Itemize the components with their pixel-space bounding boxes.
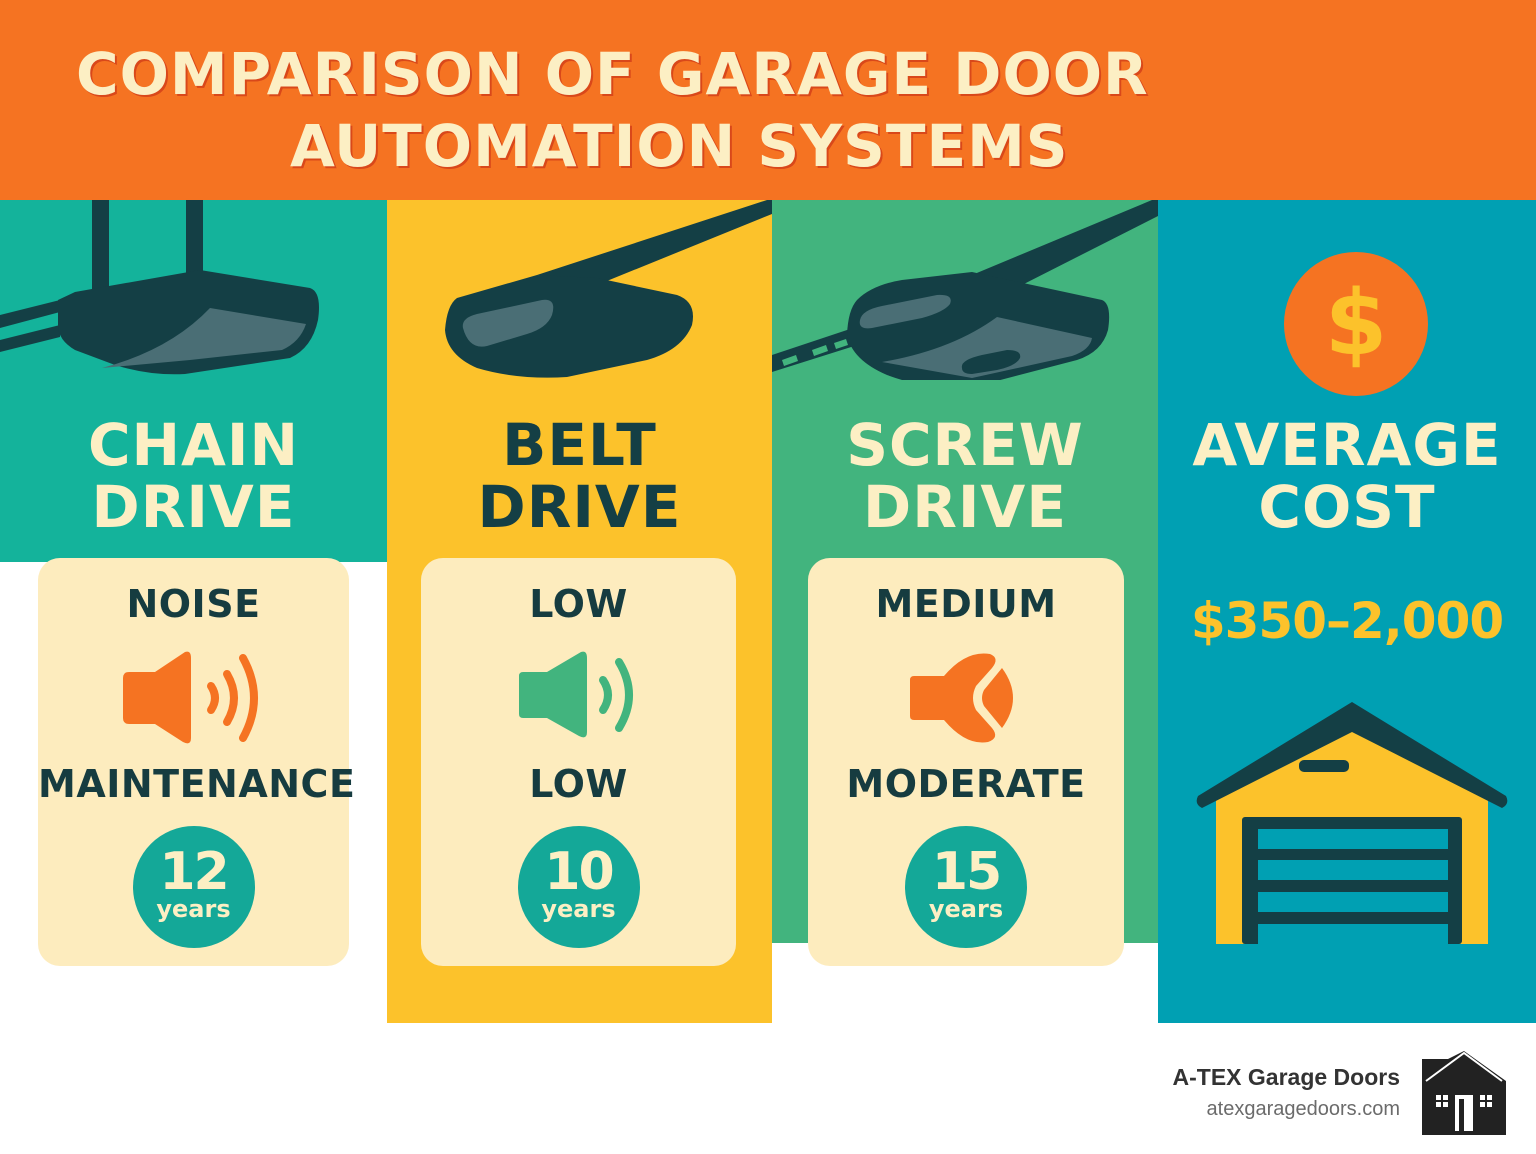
cost-range-value: $350–2,000 [1190, 592, 1504, 650]
brand-url: atexgaragedoors.com [1206, 1098, 1400, 1120]
header-banner: COMPARISON OF GARAGE DOOR AUTOMATION SYS… [0, 0, 1536, 200]
lifespan-badge: 15 years [905, 826, 1027, 948]
lifespan-unit: years [541, 895, 616, 923]
dollar-icon: $ [1284, 252, 1428, 396]
chain-drive-opener-icon [0, 200, 319, 375]
average-cost-title: AVERAGE COST [1192, 411, 1502, 541]
brand-name: A-TEX Garage Doors [1172, 1064, 1401, 1090]
screw-drive-card: MEDIUM MODERATE 15 years [808, 558, 1124, 966]
lifespan-badge: 12 years [132, 826, 255, 948]
maintenance-label: LOW [529, 762, 628, 806]
belt-drive-card: LOW LOW 10 years [421, 558, 736, 966]
page-title-line2: AUTOMATION SYSTEMS [290, 112, 1069, 180]
noise-label: NOISE [126, 582, 261, 626]
maintenance-label: MAINTENANCE [38, 762, 356, 806]
speaker-medium-icon [910, 653, 1013, 743]
noise-label: MEDIUM [875, 582, 1057, 626]
speaker-low-icon [518, 651, 633, 738]
lifespan-unit: years [156, 895, 231, 923]
garage-icon [1196, 702, 1508, 946]
chain-drive-title: CHAIN DRIVE [87, 411, 300, 541]
lifespan-badge: 10 years [517, 826, 640, 948]
belt-drive-title: BELT DRIVE [477, 411, 682, 541]
chain-drive-card: NOISE MAINTENANCE 12 years [38, 558, 356, 966]
noise-label: LOW [529, 582, 628, 626]
page-title-line1: COMPARISON OF GARAGE DOOR [76, 40, 1149, 108]
maintenance-label: MODERATE [846, 762, 1086, 806]
lifespan-value: 10 [544, 842, 614, 902]
screw-drive-opener-icon [772, 200, 1158, 380]
belt-drive-opener-icon [445, 200, 772, 378]
screw-drive-title: SCREW DRIVE [846, 411, 1084, 541]
lifespan-value: 12 [159, 842, 229, 902]
lifespan-value: 15 [931, 842, 1002, 902]
speaker-loud-icon [122, 651, 258, 744]
house-logo-icon [1422, 1051, 1506, 1135]
lifespan-unit: years [928, 895, 1004, 923]
